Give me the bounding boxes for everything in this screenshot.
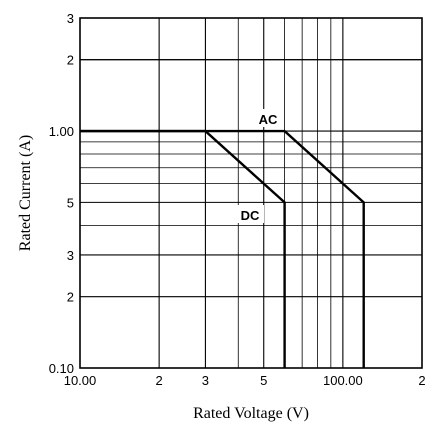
y-tick-label: 3 <box>67 11 74 26</box>
plot-frame <box>79 17 423 369</box>
y-tick-label: 0.10 <box>49 361 74 376</box>
minor-grid <box>80 18 422 368</box>
series-line-ac <box>80 129 365 368</box>
x-tick-label: 3 <box>202 373 209 388</box>
x-tick-label: 5 <box>260 373 267 388</box>
y-axis-title: Rated Current (A) <box>17 135 34 251</box>
major-grid <box>80 18 422 368</box>
curve-label-bg <box>254 109 282 127</box>
y-tick-label: 5 <box>67 195 74 210</box>
x-tick-labels: 10.00 2 3 5 100.00 2 <box>64 373 426 388</box>
y-tick-label: 2 <box>67 53 74 68</box>
x-tick-label: 100.00 <box>323 373 363 388</box>
y-tick-label: 3 <box>67 248 74 263</box>
y-tick-label: 1.00 <box>49 124 74 139</box>
y-tick-label: 2 <box>67 290 74 305</box>
series-line-dc <box>80 129 286 368</box>
y-tick-labels: 0.10 2 3 5 1.00 2 3 <box>49 11 74 376</box>
series-layer <box>80 129 365 368</box>
x-tick-label: 10.00 <box>64 373 97 388</box>
curve-label-bg <box>236 205 264 223</box>
x-axis-title: Rated Voltage (V) <box>193 405 309 422</box>
x-tick-label: 2 <box>156 373 163 388</box>
curve-labels: AC DC <box>236 109 282 223</box>
curve-label-dc: DC <box>241 208 260 223</box>
curve-label-ac: AC <box>259 112 278 127</box>
x-tick-label: 2 <box>418 373 425 388</box>
